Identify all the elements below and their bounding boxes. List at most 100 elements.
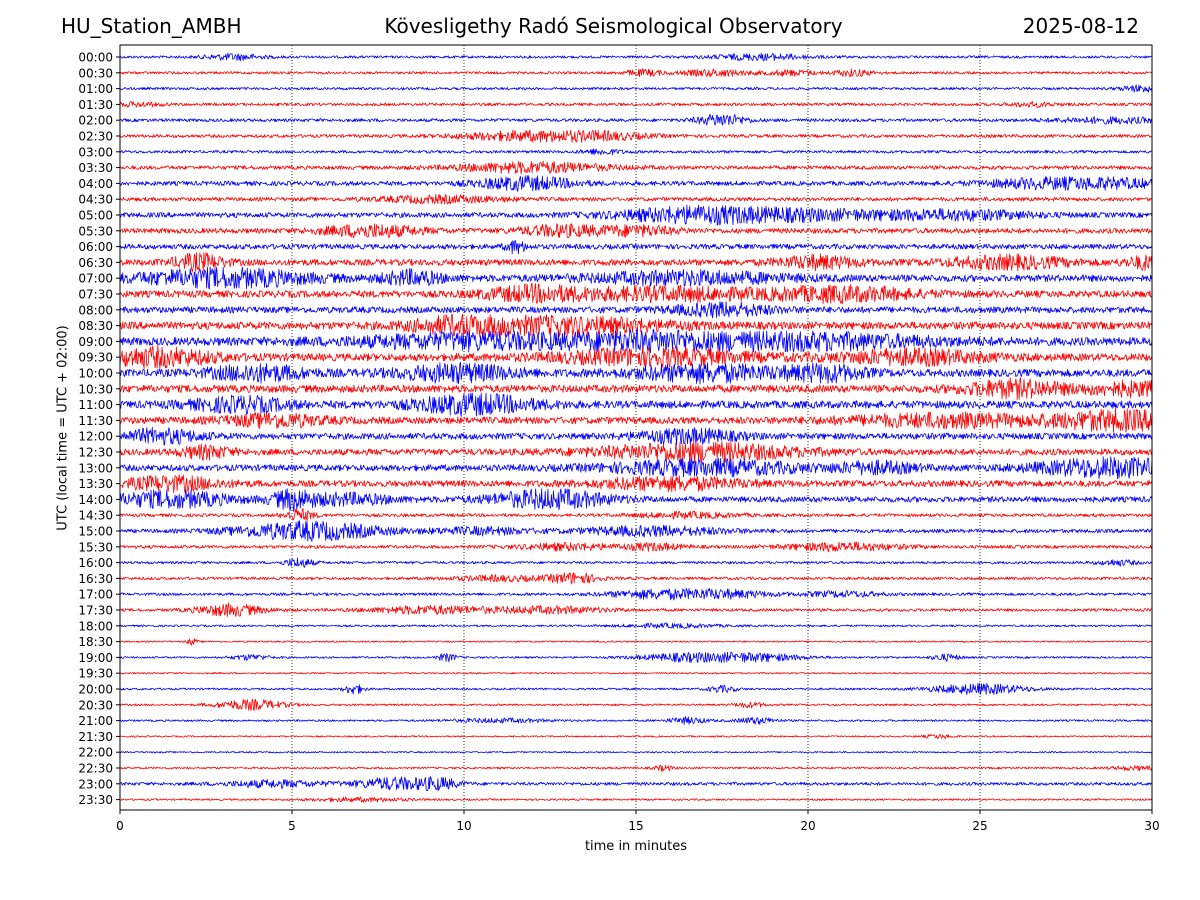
y-tick-label: 17:00 xyxy=(78,588,113,602)
trace-2000 xyxy=(119,682,1152,695)
y-tick-label: 15:30 xyxy=(78,540,113,554)
y-tick-label: 23:30 xyxy=(78,793,113,807)
y-tick-label: 07:00 xyxy=(78,272,113,286)
trace-1400 xyxy=(119,488,1153,512)
y-tick-label: 13:00 xyxy=(78,461,113,475)
y-tick-label: 20:00 xyxy=(78,683,113,697)
trace-0900 xyxy=(119,328,1153,354)
x-tick-label: 15 xyxy=(628,819,643,833)
trace-0200 xyxy=(119,114,1153,126)
trace-2230 xyxy=(119,764,1153,772)
trace-2330 xyxy=(119,796,1153,803)
x-tick-label: 5 xyxy=(288,819,296,833)
x-tick-label: 20 xyxy=(800,819,815,833)
trace-1100 xyxy=(119,392,1153,417)
trace-0230 xyxy=(119,129,1153,143)
y-tick-label: 10:30 xyxy=(78,382,113,396)
y-tick-label: 06:30 xyxy=(78,256,113,270)
trace-2300 xyxy=(119,776,1153,791)
y-tick-label: 00:30 xyxy=(78,66,113,80)
y-tick-label: 18:00 xyxy=(78,619,113,633)
x-tick-label: 25 xyxy=(972,819,987,833)
y-tick-label: 23:00 xyxy=(78,777,113,791)
trace-1900 xyxy=(119,651,1153,663)
y-tick-label: 12:00 xyxy=(78,430,113,444)
y-tick-label: 05:00 xyxy=(78,209,113,223)
y-tick-label: 13:30 xyxy=(78,477,113,491)
y-tick-label: 08:30 xyxy=(78,319,113,333)
trace-0100 xyxy=(119,84,1153,93)
trace-1930 xyxy=(119,672,1153,675)
trace-1730 xyxy=(119,602,1153,617)
y-tick-label: 01:30 xyxy=(78,98,113,112)
y-tick-label: 07:30 xyxy=(78,288,113,302)
trace-1300 xyxy=(119,456,1153,480)
y-tick-label: 08:00 xyxy=(78,303,113,317)
y-tick-label: 04:00 xyxy=(78,177,113,191)
y-tick-label: 00:00 xyxy=(78,51,113,65)
x-axis: 0 5 10 15 20 25 30 xyxy=(116,810,1160,833)
y-tick-label: 14:00 xyxy=(78,493,113,507)
y-tick-label: 11:30 xyxy=(78,414,113,428)
y-tick-label: 11:00 xyxy=(78,398,113,412)
y-tick-label: 12:30 xyxy=(78,446,113,460)
trace-1330 xyxy=(119,474,1153,493)
y-tick-label: 05:30 xyxy=(78,224,113,238)
trace-2100 xyxy=(120,716,1153,725)
x-tick-label: 0 xyxy=(116,819,124,833)
trace-1030 xyxy=(119,377,1153,401)
y-tick-label: 16:30 xyxy=(78,572,113,586)
y-tick-label: 17:30 xyxy=(78,604,113,618)
y-tick-label: 09:00 xyxy=(78,335,113,349)
y-tick-label: 04:30 xyxy=(78,193,113,207)
trace-0630 xyxy=(119,252,1153,273)
y-tick-label: 15:00 xyxy=(78,525,113,539)
y-tick-label: 02:00 xyxy=(78,114,113,128)
y-axis-label: UTC (local time = UTC + 02:00) xyxy=(56,325,71,530)
trace-1430 xyxy=(119,508,1153,522)
y-tick-label: 19:30 xyxy=(78,667,113,681)
trace-0500 xyxy=(119,204,1153,226)
x-grid xyxy=(291,45,981,810)
trace-2200 xyxy=(119,751,1153,754)
trace-2030 xyxy=(119,698,1153,711)
station-name: HU_Station_AMBH xyxy=(61,14,242,38)
y-tick-label: 10:00 xyxy=(78,367,113,381)
trace-0800 xyxy=(119,301,1153,319)
trace-0430 xyxy=(119,193,1153,205)
trace-1630 xyxy=(119,572,1153,585)
trace-2130 xyxy=(119,734,1153,739)
trace-1600 xyxy=(119,557,1153,568)
x-axis-label: time in minutes xyxy=(585,839,687,854)
y-tick-label: 22:00 xyxy=(78,746,113,760)
trace-0700 xyxy=(119,266,1153,290)
trace-1130 xyxy=(119,407,1153,433)
y-tick-label: 14:30 xyxy=(78,509,113,523)
trace-1700 xyxy=(119,587,1153,601)
trace-0730 xyxy=(119,283,1153,304)
observatory-title: Kövesligethy Radó Seismological Observat… xyxy=(384,14,843,38)
trace-1830 xyxy=(119,638,1153,646)
trace-0000 xyxy=(119,52,1153,62)
trace-0930 xyxy=(119,345,1153,369)
trace-0030 xyxy=(119,68,1153,78)
trace-0600 xyxy=(119,240,1153,255)
y-tick-label: 18:30 xyxy=(78,635,113,649)
y-tick-label: 02:30 xyxy=(78,130,113,144)
y-tick-label: 20:30 xyxy=(78,698,113,712)
trace-1500 xyxy=(119,520,1153,542)
trace-1200 xyxy=(119,427,1153,446)
y-tick-label: 01:00 xyxy=(78,82,113,96)
trace-1000 xyxy=(119,362,1153,385)
trace-0330 xyxy=(119,160,1153,175)
y-tick-label: 09:30 xyxy=(78,351,113,365)
record-date: 2025-08-12 xyxy=(1022,14,1139,38)
trace-0830 xyxy=(119,313,1153,338)
trace-0130 xyxy=(119,100,1153,108)
trace-0400 xyxy=(119,175,1153,192)
trace-1800 xyxy=(119,622,1153,629)
y-tick-label: 16:00 xyxy=(78,556,113,570)
trace-0530 xyxy=(119,223,1153,239)
trace-0300 xyxy=(119,148,1153,156)
